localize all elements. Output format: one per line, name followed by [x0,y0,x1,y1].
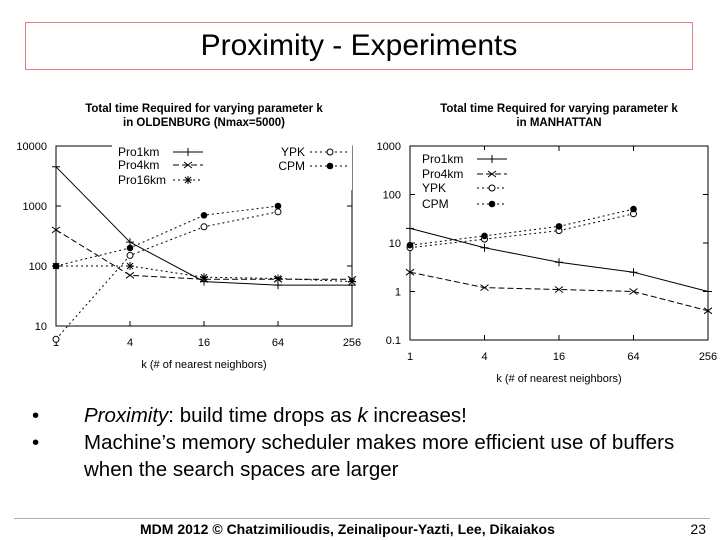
legend-label: Pro1km [118,145,159,159]
slide-title-box: Proximity - Experiments [25,22,693,70]
x-tick-label: 64 [272,337,284,349]
chart-subtitle: in MANHATTAN [516,117,601,129]
x-tick-label: 256 [699,351,717,363]
x-tick-label: 4 [127,337,133,349]
y-tick-label: 10 [35,321,47,333]
footer-credits: MDM 2012 © Chatzimilioudis, Zeinalipour-… [140,521,555,537]
legend-label: Pro1km [422,152,463,166]
bullet-item: • Machine’s memory scheduler makes more … [30,429,710,483]
legend-marker [326,162,334,170]
legend-label: YPK [422,181,446,195]
x-tick-label: 16 [553,351,565,363]
data-point [52,162,60,171]
bullet-emphasis: Proximity [84,404,169,427]
y-tick-label: 1000 [377,141,401,153]
legend-marker [184,148,192,156]
data-point [274,281,282,290]
legend-label: Pro4km [118,158,159,172]
data-point [406,224,414,233]
x-tick-label: 64 [627,351,639,363]
bullet-text: Machine’s memory scheduler makes more ef… [84,431,675,481]
legend-background [418,150,518,212]
data-point [629,288,638,295]
y-tick-label: 10000 [16,141,47,153]
legend-label: CPM [422,197,449,211]
data-point [406,241,414,249]
data-point [555,223,563,230]
footer-divider [14,518,710,519]
chart-title: Total time Required for varying paramete… [85,103,323,115]
legend-marker [488,200,496,208]
chart-oldenburg: Total time Required for varying paramete… [16,103,361,371]
x-tick-label: 16 [198,337,210,349]
y-tick-label: 1 [395,287,401,299]
x-tick-label: 1 [53,337,59,349]
data-point [52,262,60,270]
data-point [480,243,489,252]
data-point [481,232,488,240]
x-axis-label: k (# of nearest neighbors) [496,373,621,385]
data-point [200,223,208,231]
y-tick-label: 100 [29,261,47,273]
data-point [51,226,61,234]
y-tick-label: 0.1 [386,335,401,347]
x-tick-label: 4 [481,351,487,363]
data-point [126,262,134,270]
series-line [55,211,279,340]
legend-label: Pro16km [118,173,166,187]
data-point [125,271,135,279]
legend-marker [488,155,496,163]
slide-title: Proximity - Experiments [200,29,518,62]
bullet-text-part: increases! [367,404,467,427]
data-point [704,287,712,296]
legend-marker [184,176,192,184]
x-tick-label: 1 [407,351,413,363]
data-point [405,268,415,276]
bullet-marker: • [32,404,40,427]
data-point [274,274,282,283]
data-point [348,277,356,286]
bullet-text: Proximity: build time drops as k increas… [84,402,710,429]
chart-title: Total time Required for varying paramete… [440,103,678,115]
y-tick-label: 10 [389,238,401,250]
bullet-text-part: : build time drops as [168,404,358,427]
legend-marker [488,184,496,192]
data-point [629,268,638,277]
series-line [409,208,634,246]
legend-label: CPM [278,159,305,173]
data-point [200,211,208,219]
data-point [52,335,60,343]
data-point [274,202,282,210]
data-point [555,258,563,267]
legend-marker [326,148,334,156]
series-line [55,229,352,280]
data-point [274,208,282,216]
x-tick-label: 256 [343,337,361,349]
chart-subtitle: in OLDENBURG (Nmax=5000) [123,117,285,129]
data-point [630,205,637,213]
legend-marker [487,170,497,178]
data-point [480,284,489,292]
data-point [703,307,713,315]
legend-label: YPK [281,145,305,159]
data-point [554,286,564,293]
y-tick-label: 1000 [23,201,47,213]
bullet-list: • Proximity: build time drops as k incre… [30,402,710,483]
bullet-variable: k [357,404,368,427]
bullet-marker: • [32,431,40,454]
legend-marker [183,161,193,169]
data-point [200,273,208,282]
chart-manhattan: Total time Required for varying paramete… [377,103,718,385]
legend-label: Pro4km [422,167,463,181]
bullet-item: • Proximity: build time drops as k incre… [30,402,710,429]
y-tick-label: 100 [383,190,401,202]
series-line [409,213,634,249]
series-line [409,271,709,312]
series-line [55,205,279,267]
data-point [126,244,134,252]
page-number: 23 [690,521,706,537]
x-axis-label: k (# of nearest neighbors) [141,359,266,371]
data-point [126,251,134,259]
